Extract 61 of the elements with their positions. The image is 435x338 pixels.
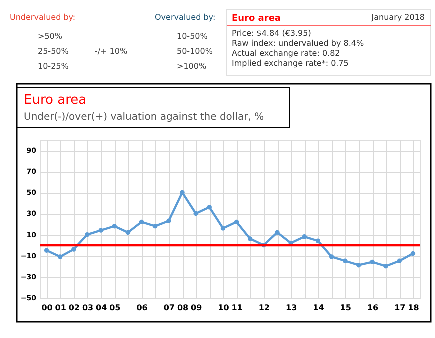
text: 50-100%: [177, 47, 214, 56]
text: 25-50%: [38, 47, 70, 56]
text: January 2018: [370, 13, 425, 22]
text: Raw index: undervalued by 8.4%: [232, 39, 364, 48]
point: [275, 230, 280, 236]
x-tick-label: 07: [164, 304, 175, 312]
x-tick-label: 16: [367, 304, 379, 312]
x-tick-label: 05: [110, 304, 122, 312]
point: [166, 218, 172, 224]
text: 10-50%: [177, 32, 208, 41]
point: [410, 251, 416, 256]
text: Implied exchange rate*: 0.75: [232, 59, 349, 68]
point: [316, 238, 321, 244]
point: [397, 258, 402, 264]
point: [72, 247, 76, 252]
point: [153, 224, 158, 229]
x-tick-label: 04: [96, 304, 108, 312]
text: 10-25%: [38, 62, 70, 71]
point: [370, 260, 375, 265]
point: [248, 236, 253, 242]
point: [44, 248, 50, 253]
text: Undervalued by:: [10, 13, 76, 22]
point: [207, 205, 212, 210]
x-tick-label: 11: [232, 304, 244, 312]
point: [112, 224, 117, 229]
point: [98, 228, 104, 233]
x-tick-label: 13: [286, 304, 298, 312]
text: Price: $4.84 (€3.95): [232, 29, 312, 38]
text: Overvalued by:: [155, 13, 216, 22]
point: [220, 226, 226, 231]
text: Actual exchange rate: 0.82: [232, 49, 340, 58]
x-tick-label: 01: [55, 304, 67, 312]
point: [356, 263, 362, 268]
x-tick-label: 10: [218, 304, 230, 312]
point: [126, 230, 131, 236]
x-tick-label: 03: [82, 304, 94, 312]
point: [384, 264, 388, 269]
point: [343, 258, 348, 264]
text: Euro area: [232, 14, 281, 24]
x-tick-label: 00: [42, 304, 54, 312]
point: [58, 254, 63, 260]
x-tick-label: 18: [408, 304, 420, 312]
point: [329, 254, 334, 260]
text: >50%: [38, 32, 63, 41]
x-tick-label: 15: [340, 304, 352, 312]
x-tick-label: 12: [258, 304, 270, 312]
x-tick-label: 09: [191, 304, 203, 312]
x-tick-label: 06: [136, 304, 148, 312]
point: [234, 220, 240, 224]
text: -/+ 10%: [95, 47, 128, 56]
point: [139, 220, 144, 224]
chart-subtitle: Under(-)/over(+) valuation against the dollar, %: [24, 112, 264, 123]
point: [194, 211, 198, 216]
point: [85, 232, 90, 238]
x-tick-label: 02: [68, 304, 80, 312]
x-tick-label: 08: [177, 304, 189, 312]
x-tick-label: 14: [313, 304, 325, 312]
chart-title: Euro area: [24, 93, 87, 108]
point: [302, 234, 307, 240]
x-tick-label: 17: [394, 304, 406, 312]
text: >100%: [177, 62, 207, 71]
